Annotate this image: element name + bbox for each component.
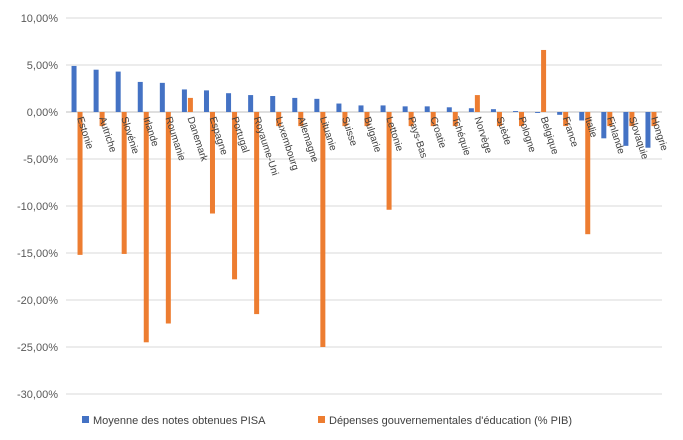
category-label: Tchéquie: [449, 116, 472, 158]
bar-pisa-5: [181, 89, 187, 112]
bar-depenses-26: [651, 112, 657, 127]
y-tick-label: 5,00%: [27, 60, 58, 72]
y-tick-label: -25,00%: [17, 342, 58, 354]
bar-pisa-6: [203, 90, 209, 112]
legend-swatch: [318, 416, 325, 423]
category-label: Pays-Bas: [405, 116, 429, 160]
bar-pisa-26: [645, 112, 651, 148]
bar-pisa-2: [115, 71, 121, 112]
category-labels: Estonie Autriche Slovénie Irlande RoumanieDa…: [74, 116, 669, 178]
bar-depenses-24: [607, 112, 613, 127]
bar-depenses-21: [541, 49, 547, 112]
y-tick-label: -30,00%: [17, 389, 58, 401]
bar-depenses-23: [585, 112, 591, 235]
y-tick-label: -5,00%: [23, 154, 58, 166]
category-label: Autriche: [96, 116, 118, 155]
category-label: Suède: [494, 116, 514, 147]
bar-depenses-3: [143, 112, 149, 343]
category-label: France: [560, 116, 580, 149]
bar-pisa-1: [93, 69, 99, 112]
bar-pisa-19: [490, 109, 496, 112]
bar-pisa-10: [292, 97, 298, 112]
category-label: Allemagne: [295, 116, 320, 165]
bar-depenses-9: [276, 112, 282, 127]
category-label: Hongrie: [648, 116, 669, 153]
bar-pisa-8: [248, 95, 254, 112]
bar-depenses-6: [209, 112, 215, 214]
bar-pisa-17: [446, 107, 452, 112]
category-label: Italie: [582, 116, 599, 140]
category-label: Finlande: [604, 116, 626, 156]
bar-depenses-0: [77, 112, 83, 255]
bar-pisa-7: [226, 93, 232, 112]
bar-pisa-4: [159, 82, 165, 112]
bar-pisa-9: [270, 96, 276, 112]
bar-depenses-22: [563, 112, 569, 127]
category-label: Portugal: [229, 116, 251, 155]
y-tick-label: 0,00%: [27, 107, 58, 119]
bar-depenses-19: [496, 112, 502, 127]
bar-depenses-13: [364, 112, 370, 127]
category-label: Croatie: [427, 116, 448, 150]
bar-pisa-12: [336, 103, 342, 112]
legend-label: Moyenne des notes obtenues PISA: [93, 415, 266, 427]
y-tick-label: 10,00%: [21, 13, 59, 25]
bar-depenses-15: [408, 112, 414, 127]
bar-pisa-16: [424, 106, 430, 112]
category-label: Danemark: [185, 116, 210, 164]
y-tick-label: -10,00%: [17, 201, 58, 213]
y-tick-label: -20,00%: [17, 295, 58, 307]
bar-pisa-21: [535, 112, 541, 113]
bar-depenses-17: [452, 112, 458, 127]
category-label: Irlande: [140, 116, 160, 149]
bar-depenses-10: [298, 112, 304, 127]
category-label: Suisse: [339, 116, 359, 148]
bar-depenses-18: [474, 95, 480, 112]
bar-depenses-5: [187, 97, 193, 112]
bar-depenses-2: [121, 112, 127, 254]
bar-depenses-7: [232, 112, 238, 280]
bar-depenses-4: [165, 112, 171, 324]
bar-pisa-11: [314, 98, 320, 112]
category-label: Lettonie: [383, 116, 405, 154]
bar-pisa-22: [557, 112, 563, 115]
bar-depenses-11: [320, 112, 326, 347]
bar-depenses-8: [254, 112, 260, 315]
bar-depenses-16: [430, 112, 436, 127]
bar-pisa-3: [137, 81, 143, 112]
bar-depenses-12: [342, 112, 348, 127]
bar-pisa-25: [623, 112, 629, 146]
bar-pisa-23: [579, 112, 585, 121]
bar-pisa-0: [71, 65, 77, 112]
category-label: Lituanie: [317, 116, 338, 153]
bar-depenses-1: [99, 112, 105, 127]
bar-depenses-25: [629, 112, 635, 127]
category-label: Estonie: [74, 116, 95, 152]
category-label: Norvège: [472, 116, 494, 156]
bar-depenses-20: [519, 112, 525, 127]
legend-label: Dépenses gouvernementales d'éducation (%…: [329, 415, 572, 427]
category-label: Belgique: [538, 116, 561, 157]
bar-pisa-15: [402, 106, 408, 112]
bar-pisa-20: [513, 111, 519, 112]
bars: [71, 49, 657, 347]
y-tick-label: -15,00%: [17, 248, 58, 260]
legend-swatch: [82, 416, 89, 423]
bar-depenses-14: [386, 112, 392, 210]
bar-pisa-13: [358, 105, 364, 112]
bar-pisa-24: [601, 112, 607, 139]
grid-lines: [66, 17, 662, 395]
bar-pisa-18: [468, 108, 474, 112]
legend: Moyenne des notes obtenues PISA Dépenses …: [82, 415, 572, 427]
bar-pisa-14: [380, 105, 386, 112]
category-label: Bulgarie: [361, 116, 383, 155]
y-axis: 10,00% 5,00% 0,00% -5,00% -10,00% -15,00% -20,…: [17, 13, 58, 401]
category-label: Pologne: [516, 116, 538, 155]
